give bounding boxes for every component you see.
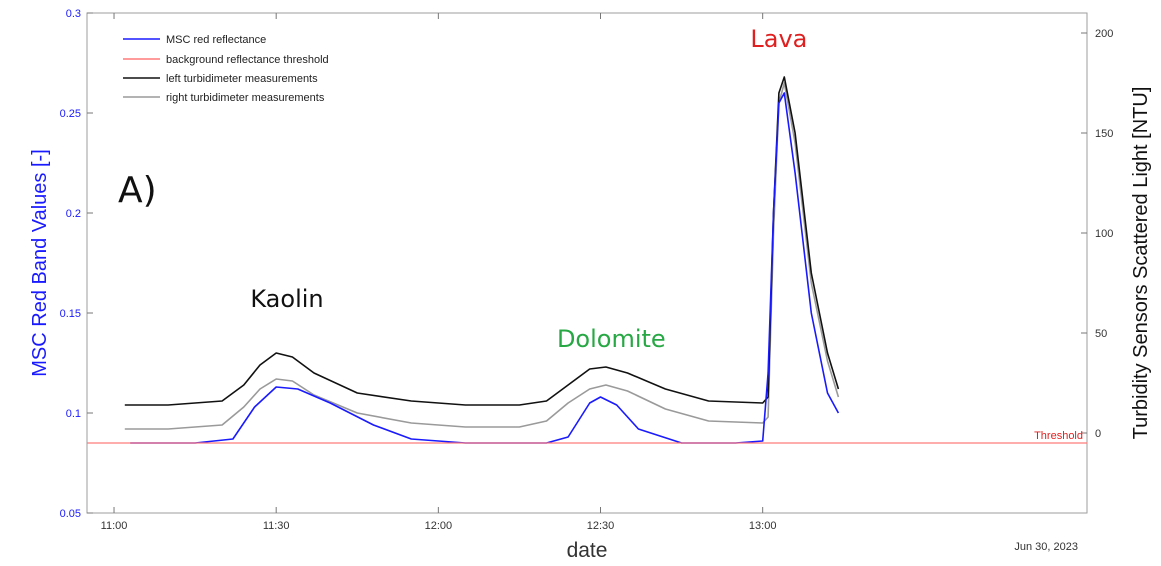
y-left-tick-label: 0.15 — [60, 308, 81, 320]
series-line — [124, 82, 840, 430]
series-line — [130, 92, 840, 444]
x-tick-label: 11:30 — [263, 520, 290, 532]
y-left-tick-label: 0.25 — [60, 108, 81, 120]
threshold-label: Threshold — [1034, 430, 1083, 442]
y-right-tick-label: 200 — [1095, 28, 1113, 40]
x-tick-label: 12:00 — [425, 520, 453, 532]
y-left-tick-label: 0.05 — [60, 508, 81, 520]
legend-label: background reflectance threshold — [166, 54, 329, 66]
y-right-tick-label: 100 — [1095, 228, 1113, 240]
legend: MSC red reflectance background reflectan… — [123, 34, 329, 104]
left-axis-title: MSC Red Band Values [-] — [29, 149, 51, 377]
y-left-tick-label: 0.2 — [66, 208, 81, 220]
y-right-tick-label: 50 — [1095, 328, 1107, 340]
right-axis-title: Turbidity Sensors Scattered Light [NTU] — [1130, 87, 1152, 440]
x-tick-label: 11:00 — [101, 520, 128, 532]
annotation-label: Kaolin — [250, 285, 323, 313]
y-right-tick-label: 150 — [1095, 128, 1113, 140]
legend-label: left turbidimeter measurements — [166, 73, 318, 85]
legend-label: MSC red reflectance — [166, 34, 266, 46]
y-left-tick-label: 0.3 — [66, 8, 81, 20]
plot-frame — [86, 12, 1088, 514]
legend-label: right turbidimeter measurements — [166, 92, 325, 104]
x-tick-label: 13:00 — [749, 520, 777, 532]
x-axis-title: date — [567, 539, 608, 562]
series-line — [124, 76, 840, 406]
x-tick-label: 12:30 — [587, 520, 615, 532]
annotation-label: Dolomite — [557, 325, 666, 353]
panel-label: A) — [118, 170, 157, 211]
date-note: Jun 30, 2023 — [1014, 541, 1078, 553]
chart-marks: 11:00 11:30 12:00 12:30 13:00 0.05 0.1 0.15 0.2 0… — [60, 8, 1114, 532]
annotation-label: Lava — [750, 25, 807, 53]
y-right-tick-label: 0 — [1095, 428, 1101, 440]
y-left-tick-label: 0.1 — [66, 408, 81, 420]
